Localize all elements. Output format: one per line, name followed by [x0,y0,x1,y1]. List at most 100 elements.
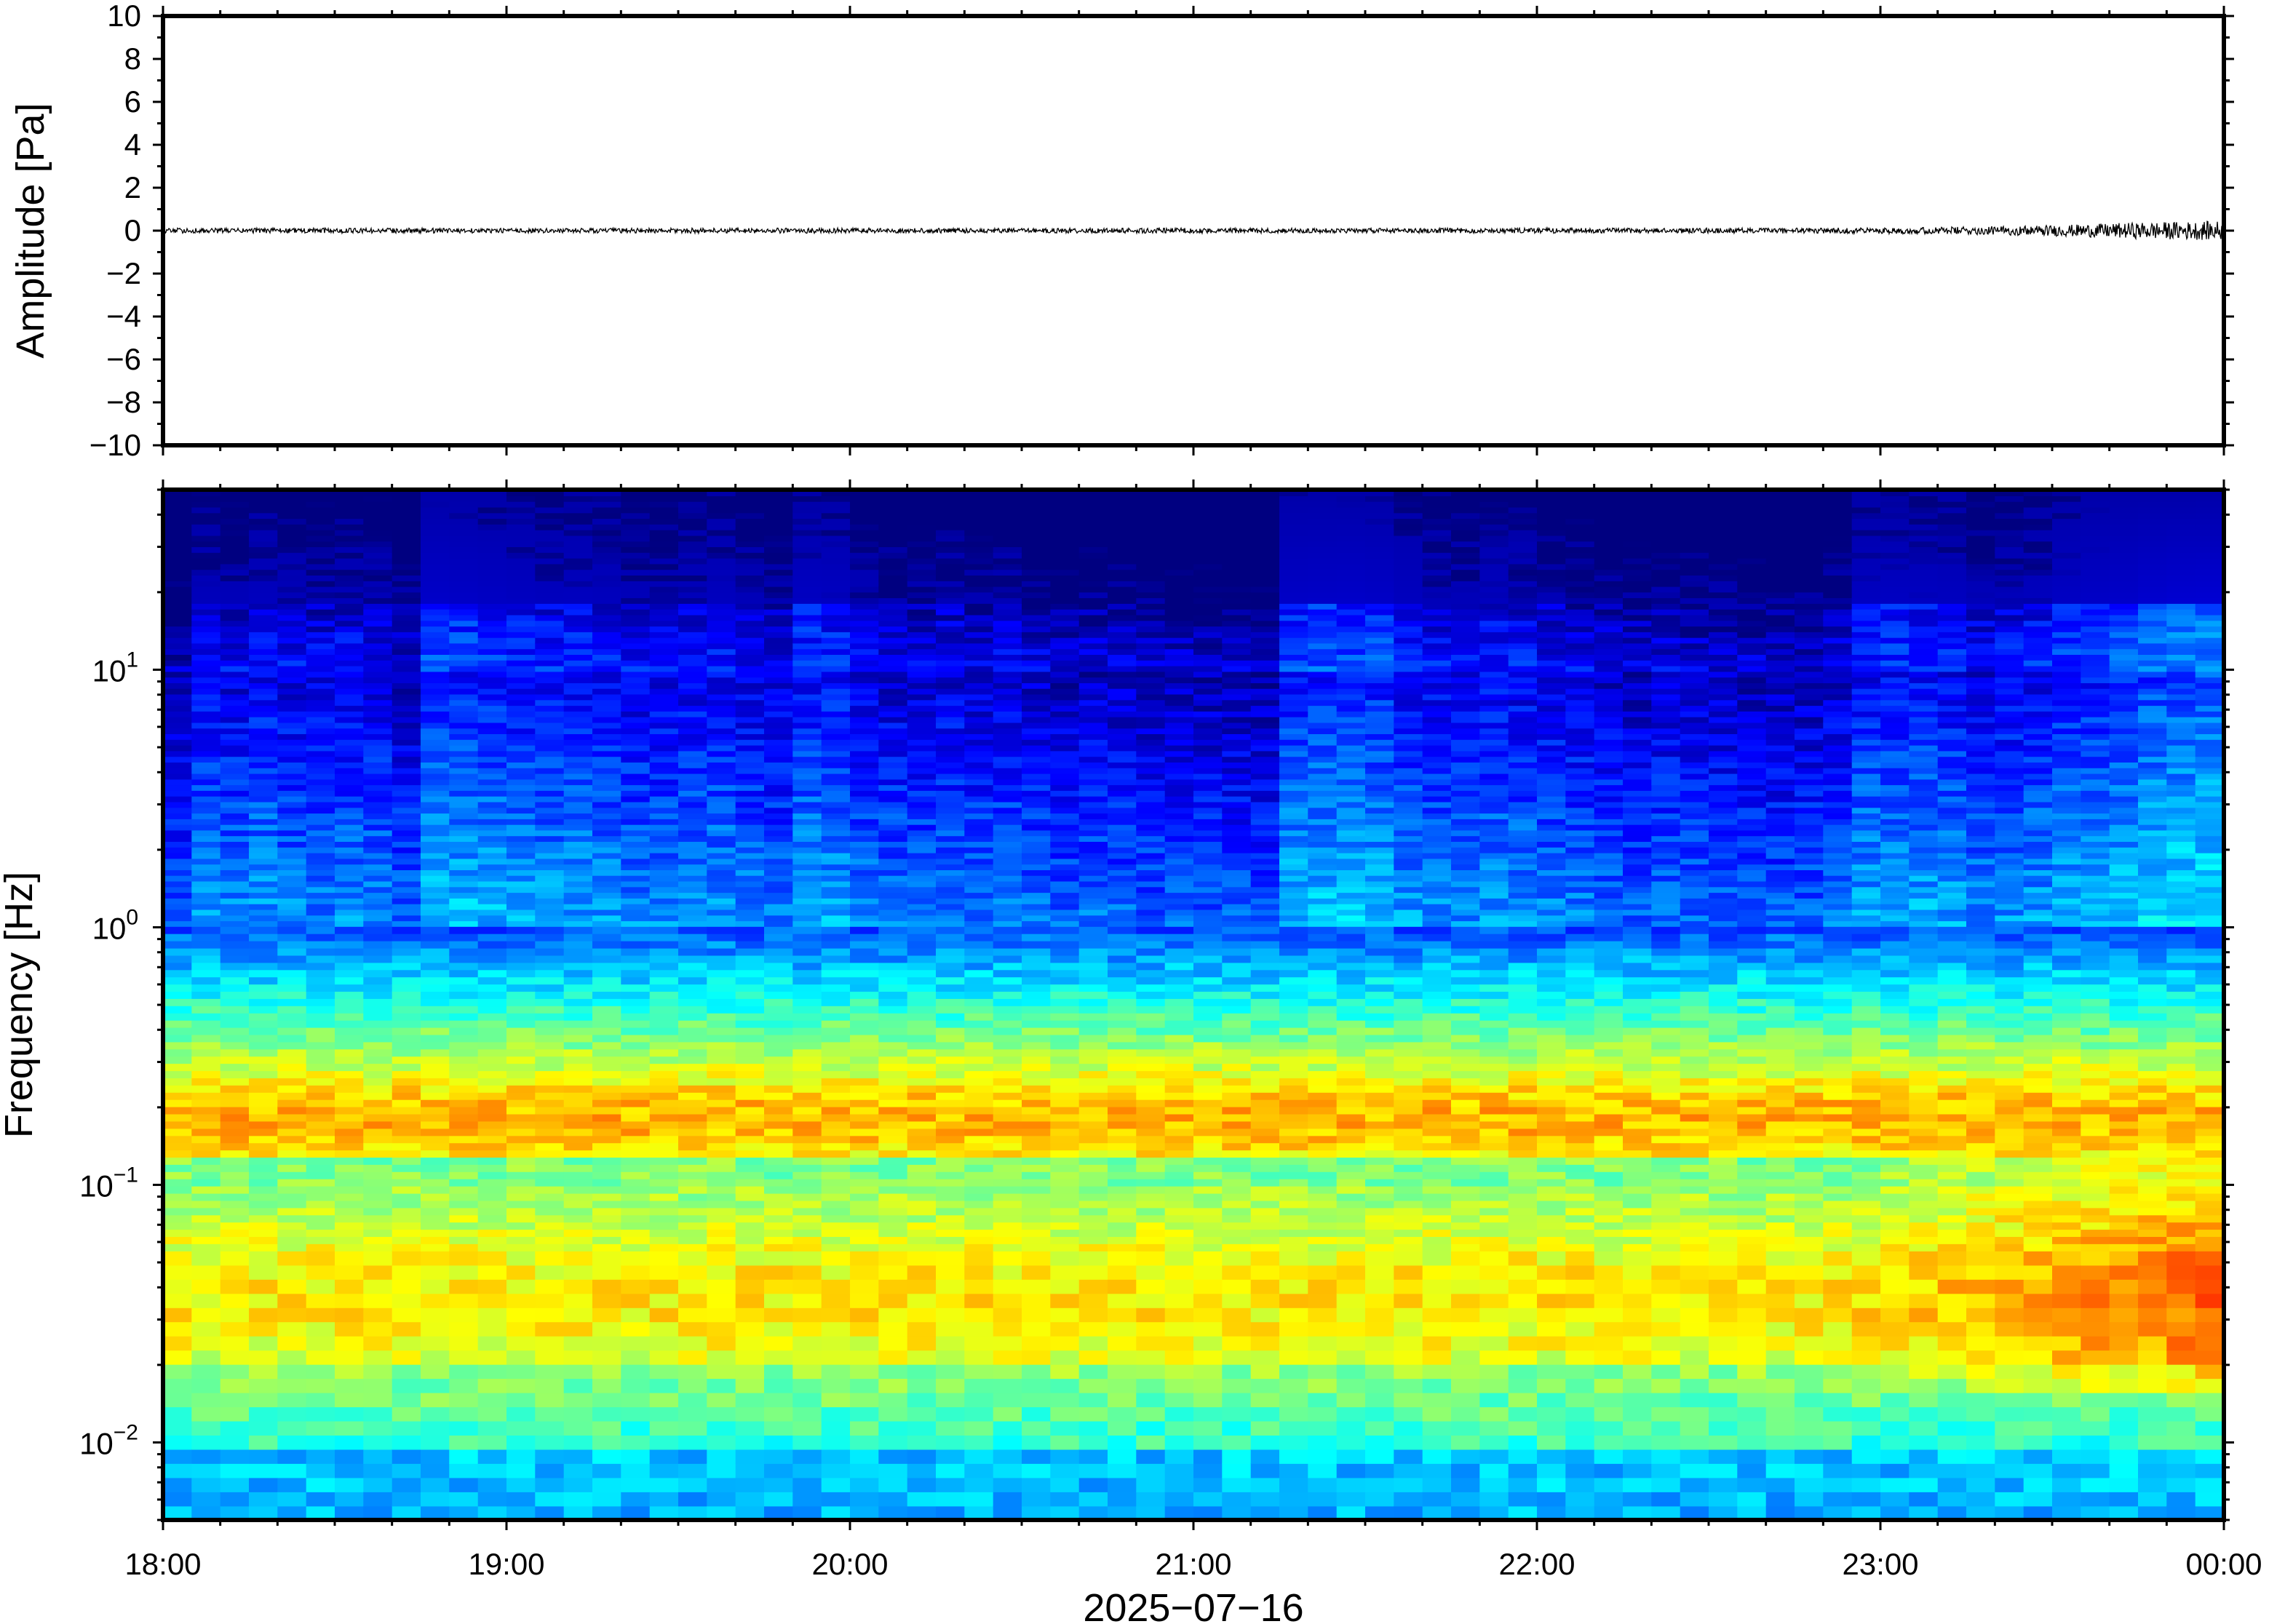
heatmap-cell [792,955,822,963]
heatmap-cell [1022,1229,1052,1237]
heatmap-cell [993,955,1022,963]
heatmap-cell [563,969,593,978]
heatmap-cell [821,1034,851,1043]
heatmap-cell [392,665,421,672]
heatmap-cell [563,603,593,610]
heatmap-cell [1050,603,1080,610]
heatmap-cell [220,1236,250,1244]
heatmap-cell [421,1505,450,1520]
heatmap-cell [1050,1279,1080,1294]
heatmap-cell [421,1392,450,1408]
heatmap-cell [535,835,565,842]
heatmap-cell [821,920,851,927]
heatmap-cell [277,841,307,848]
heatmap-cell [506,1505,536,1520]
heatmap-cell [363,829,393,837]
heatmap-cell [735,552,765,559]
heatmap-cell [449,1185,479,1194]
heatmap-cell [993,898,1022,904]
heatmap-cell [936,535,966,542]
heatmap-cell [1078,898,1108,904]
heatmap-cell [850,1307,880,1323]
heatmap-cell [850,608,880,616]
heatmap-cell [792,940,822,949]
heatmap-cell [163,1350,193,1365]
heatmap-cell [621,677,651,683]
heatmap-cell [449,733,479,740]
heatmap-cell [163,801,193,808]
heatmap-cell [535,1019,565,1028]
heatmap-cell [421,1449,450,1464]
heatmap-cell [277,1477,307,1492]
heatmap-cell [993,541,1022,547]
heatmap-cell [792,1420,822,1436]
heatmap-cell [249,940,279,949]
heatmap-cell [907,841,937,848]
heatmap-cell [907,1350,937,1365]
heatmap-cell [878,998,908,1006]
heatmap-cell [649,716,679,723]
heatmap-cell [306,829,335,837]
heatmap-cell [735,784,765,791]
heatmap-cell [907,1157,937,1165]
heatmap-cell [592,801,622,808]
heatmap-cell [392,756,421,763]
heatmap-cell [993,688,1022,695]
heatmap-cell [907,1378,937,1393]
heatmap-cell [964,535,994,542]
heatmap-cell [907,969,937,978]
heatmap-cell [1050,1321,1080,1337]
heatmap-cell [792,722,822,729]
heatmap-cell [421,654,450,661]
heatmap-cell [163,1048,193,1057]
heatmap-cell [421,962,450,971]
heatmap-cell [392,847,421,853]
heatmap-cell [163,795,193,803]
heatmap-cell [878,716,908,723]
heatmap-cell [277,557,307,565]
heatmap-cell [249,801,279,808]
heatmap-cell [163,779,193,786]
heatmap-cell [535,728,565,734]
heatmap-cell [964,926,994,934]
heatmap-cell [1050,1435,1080,1450]
heatmap-cell [1050,1243,1080,1251]
heatmap-cell [191,620,221,627]
heatmap-cell [678,632,708,638]
heatmap-cell [707,807,736,814]
heatmap-cell [735,795,765,803]
heatmap-cell [191,892,221,899]
heatmap-cell [707,1078,736,1086]
heatmap-cell [621,620,651,627]
heatmap-cell [163,1265,193,1280]
heatmap-cell [878,852,908,859]
heatmap-cell [964,546,994,553]
heatmap-cell [1050,886,1080,893]
heatmap-cell [277,665,307,672]
heatmap-cell [1108,654,1137,661]
heatmap-cell [163,807,193,814]
heatmap-cell [163,750,193,757]
heatmap-cell [1022,998,1052,1006]
heatmap-cell [363,864,393,870]
heatmap-cell [1022,716,1052,723]
heatmap-cell [649,1477,679,1492]
heatmap-cell [1078,1113,1108,1122]
heatmap-cell [306,495,335,502]
heatmap-cell [1078,1142,1108,1151]
heatmap-cell [363,722,393,729]
heatmap-cell [907,716,937,723]
heatmap-cell [335,1157,365,1165]
heatmap-cell [563,518,593,525]
heatmap-cell [535,1505,565,1520]
heatmap-cell [277,1222,307,1230]
heatmap-cell [964,1364,994,1380]
heatmap-cell [449,677,479,683]
heatmap-cell [392,671,421,678]
heatmap-cell [621,869,651,876]
heatmap-cell [220,524,250,530]
heatmap-cell [878,940,908,949]
heatmap-cell [821,819,851,825]
heatmap-cell [907,1121,937,1129]
heatmap-cell [249,648,279,655]
